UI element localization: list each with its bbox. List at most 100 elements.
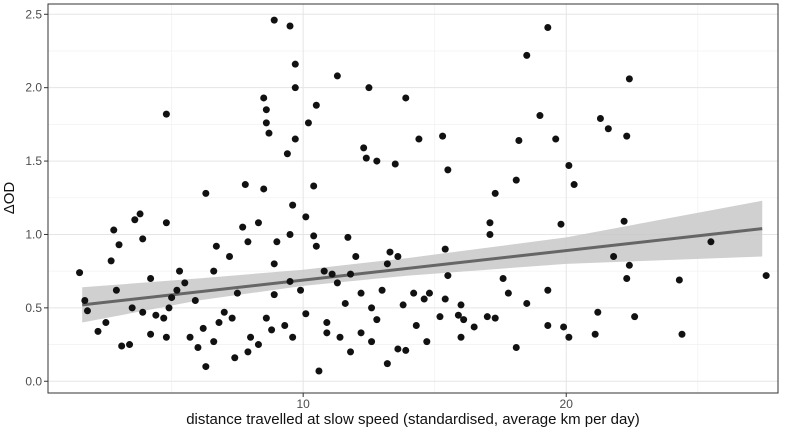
y-tick-label: 0.5 (25, 301, 42, 315)
point (162, 333, 170, 341)
point (486, 230, 494, 238)
point (483, 313, 491, 321)
point (352, 252, 360, 260)
point (202, 189, 210, 197)
point (102, 319, 110, 327)
point (544, 286, 552, 294)
point (220, 308, 228, 316)
point (176, 267, 184, 275)
point (128, 304, 136, 312)
point (302, 310, 310, 318)
point (241, 181, 249, 189)
point (402, 346, 410, 354)
point (383, 360, 391, 368)
point (286, 230, 294, 238)
point (565, 333, 573, 341)
y-tick-label: 2.5 (25, 7, 42, 21)
y-axis-label: ΔOD (1, 182, 18, 215)
point (160, 314, 168, 322)
point (131, 216, 139, 224)
point (565, 161, 573, 169)
point (112, 286, 120, 294)
point (365, 84, 373, 92)
point (244, 238, 252, 246)
point (515, 137, 523, 145)
point (415, 135, 423, 143)
point (283, 150, 291, 158)
point (386, 248, 394, 256)
point (357, 329, 365, 337)
point (152, 311, 160, 319)
point (560, 323, 568, 331)
point (260, 94, 268, 102)
confidence-band (82, 200, 763, 323)
point (360, 144, 368, 152)
point (254, 219, 262, 227)
point (181, 279, 189, 287)
point (591, 330, 599, 338)
point (344, 233, 352, 241)
point (126, 341, 134, 349)
point (194, 343, 202, 351)
point (373, 316, 381, 324)
point (310, 232, 318, 240)
y-tick-label: 1.0 (25, 227, 42, 241)
point (291, 135, 299, 143)
point (239, 223, 247, 231)
point (291, 60, 299, 68)
point (226, 252, 234, 260)
point (620, 217, 628, 225)
point (623, 132, 631, 140)
point (147, 330, 155, 338)
point (410, 289, 418, 297)
point (162, 110, 170, 118)
point (512, 176, 520, 184)
point (544, 321, 552, 329)
point (231, 354, 239, 362)
point (289, 201, 297, 209)
point (199, 324, 207, 332)
point (420, 295, 428, 303)
point (244, 348, 252, 356)
point (491, 189, 499, 197)
point (107, 257, 115, 265)
point (544, 23, 552, 31)
point (557, 220, 565, 228)
point (439, 132, 447, 140)
point (286, 277, 294, 285)
point (347, 270, 355, 278)
point (110, 226, 118, 234)
point (215, 319, 223, 327)
point (315, 367, 323, 375)
point (394, 252, 402, 260)
point (623, 275, 631, 283)
point (604, 125, 612, 133)
point (391, 160, 399, 168)
point (320, 267, 328, 275)
point (191, 297, 199, 305)
point (552, 135, 560, 143)
panel-border (47, 3, 779, 394)
point (254, 341, 262, 349)
point (165, 304, 173, 312)
point (136, 210, 144, 218)
point (368, 304, 376, 312)
point (262, 314, 270, 322)
point (596, 114, 604, 122)
point (83, 307, 91, 315)
point (610, 252, 618, 260)
point (273, 238, 281, 246)
point (173, 286, 181, 294)
point (115, 241, 123, 249)
point (457, 333, 465, 341)
point (162, 219, 170, 227)
x-tick-label: 20 (560, 397, 574, 411)
point (289, 333, 297, 341)
x-tick-label: 10 (296, 397, 310, 411)
point (291, 84, 299, 92)
point (412, 321, 420, 329)
point (378, 286, 386, 294)
point (312, 101, 320, 109)
point (457, 301, 465, 309)
point (347, 348, 355, 356)
